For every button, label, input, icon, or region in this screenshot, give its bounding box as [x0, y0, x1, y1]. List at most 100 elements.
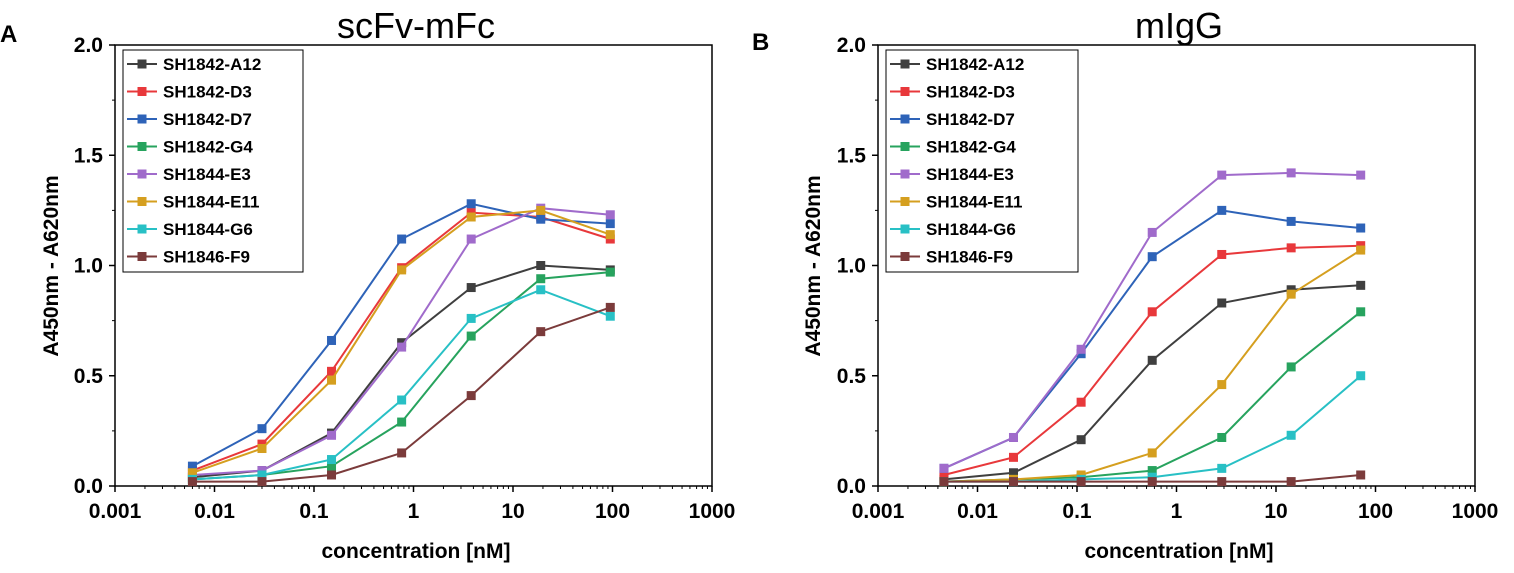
data-point — [1286, 477, 1296, 487]
x-tick-label: 10 — [1264, 500, 1287, 523]
legend-swatch-marker — [900, 114, 910, 124]
data-point — [536, 214, 546, 224]
data-point — [1286, 289, 1296, 299]
series-layer-b — [939, 168, 1366, 487]
data-point — [466, 212, 476, 222]
data-point — [1217, 205, 1227, 215]
x-tick-label: 1000 — [1452, 500, 1499, 523]
x-tick-label: 1 — [1171, 500, 1183, 523]
x-tick-label: 0.001 — [89, 500, 142, 523]
data-point — [327, 455, 337, 465]
data-point — [397, 395, 407, 405]
legend-label: SH1842-D3 — [163, 83, 252, 102]
legend-swatch-marker — [900, 252, 910, 261]
data-point — [1217, 298, 1227, 308]
data-point — [536, 274, 546, 284]
data-point — [1217, 380, 1227, 390]
series-line — [192, 264, 611, 479]
legend-label: SH1846-F9 — [926, 248, 1013, 267]
data-point — [327, 430, 337, 440]
data-point — [187, 477, 197, 487]
x-tick-label: 0.001 — [852, 500, 905, 523]
chart-title-b: mIgG — [1135, 5, 1223, 46]
legend-swatch-marker — [137, 59, 147, 69]
data-point — [1008, 477, 1018, 487]
y-tick-label: 0.0 — [74, 475, 103, 498]
legend-label: SH1844-G6 — [163, 220, 253, 239]
data-point — [257, 424, 267, 434]
data-point — [397, 342, 407, 352]
data-point — [1147, 227, 1157, 237]
x-tick-label: 0.01 — [194, 500, 235, 523]
data-point — [1356, 223, 1366, 233]
panel-a: A scFv-mFc concentration [nM] A450nm - A… — [0, 5, 735, 563]
ticks-b: 0.001 0.01 0.1 1 10 100 1000 0.0 0.5 1.0 1.5 2.0 — [837, 34, 1499, 523]
data-point — [327, 461, 337, 471]
data-point — [466, 313, 476, 323]
data-point — [939, 463, 949, 473]
data-point — [939, 470, 949, 480]
legend-label: SH1844-E11 — [163, 193, 259, 212]
legend-label: SH1846-F9 — [163, 248, 250, 267]
data-point — [939, 477, 949, 487]
data-point — [1356, 170, 1366, 180]
legend-swatch-marker — [900, 224, 910, 234]
data-point — [327, 375, 337, 385]
data-point — [1356, 245, 1366, 255]
y-tick-label: 1.0 — [837, 255, 866, 278]
data-point — [1356, 280, 1366, 290]
legend-label: SH1844-E11 — [926, 193, 1022, 212]
data-point — [1076, 435, 1086, 445]
panel-letter-a: A — [0, 21, 17, 48]
x-tick-label: 0.01 — [957, 500, 998, 523]
data-point — [605, 219, 615, 229]
data-point — [1286, 243, 1296, 253]
data-point — [1217, 432, 1227, 442]
data-point — [1008, 468, 1018, 478]
data-point — [1147, 448, 1157, 458]
x-axis-title-a: concentration [nM] — [322, 540, 511, 563]
data-point — [605, 230, 615, 240]
data-point — [1147, 355, 1157, 365]
data-point — [1217, 249, 1227, 259]
data-point — [1008, 452, 1018, 462]
y-tick-label: 1.5 — [837, 144, 867, 167]
legend-swatch-marker — [137, 252, 147, 261]
data-point — [327, 366, 337, 376]
data-point — [466, 199, 476, 209]
data-point — [605, 210, 615, 220]
legend-label: SH1842-A12 — [163, 55, 261, 74]
data-point — [466, 391, 476, 401]
chart-title-a: scFv-mFc — [337, 5, 495, 46]
series-line — [943, 375, 1362, 483]
legend-label: SH1842-D7 — [163, 110, 252, 129]
x-axis-title-b: concentration [nM] — [1085, 540, 1274, 563]
legend-box — [122, 49, 304, 273]
legend-swatch-marker — [900, 197, 910, 206]
series-line — [192, 271, 611, 481]
data-point — [1356, 307, 1366, 317]
legend-swatch-marker — [900, 59, 910, 69]
legend-swatch-marker — [900, 142, 910, 151]
legend-label: SH1844-E3 — [926, 165, 1014, 184]
legend-a: SH1842-A12 SH1842-D3 SH1842-D7 SH1842-G4 SH1… — [122, 49, 304, 273]
y-tick-label: 2.0 — [74, 34, 103, 57]
data-point — [1217, 170, 1227, 180]
x-tick-label: 100 — [1358, 500, 1393, 523]
legend-label: SH1842-G4 — [926, 138, 1016, 157]
x-tick-label: 1 — [408, 500, 420, 523]
y-tick-label: 0.0 — [837, 475, 866, 498]
y-tick-label: 0.5 — [74, 365, 104, 388]
y-axis-title-a: A450nm - A620nm — [40, 175, 63, 356]
data-point — [397, 417, 407, 427]
data-point — [327, 335, 337, 345]
data-point — [536, 327, 546, 337]
series-line — [943, 249, 1362, 483]
data-point — [466, 283, 476, 293]
y-tick-label: 2.0 — [837, 34, 866, 57]
data-point — [1147, 252, 1157, 262]
data-point — [605, 302, 615, 312]
data-point — [1076, 344, 1086, 354]
legend-label: SH1842-D7 — [926, 110, 1015, 129]
